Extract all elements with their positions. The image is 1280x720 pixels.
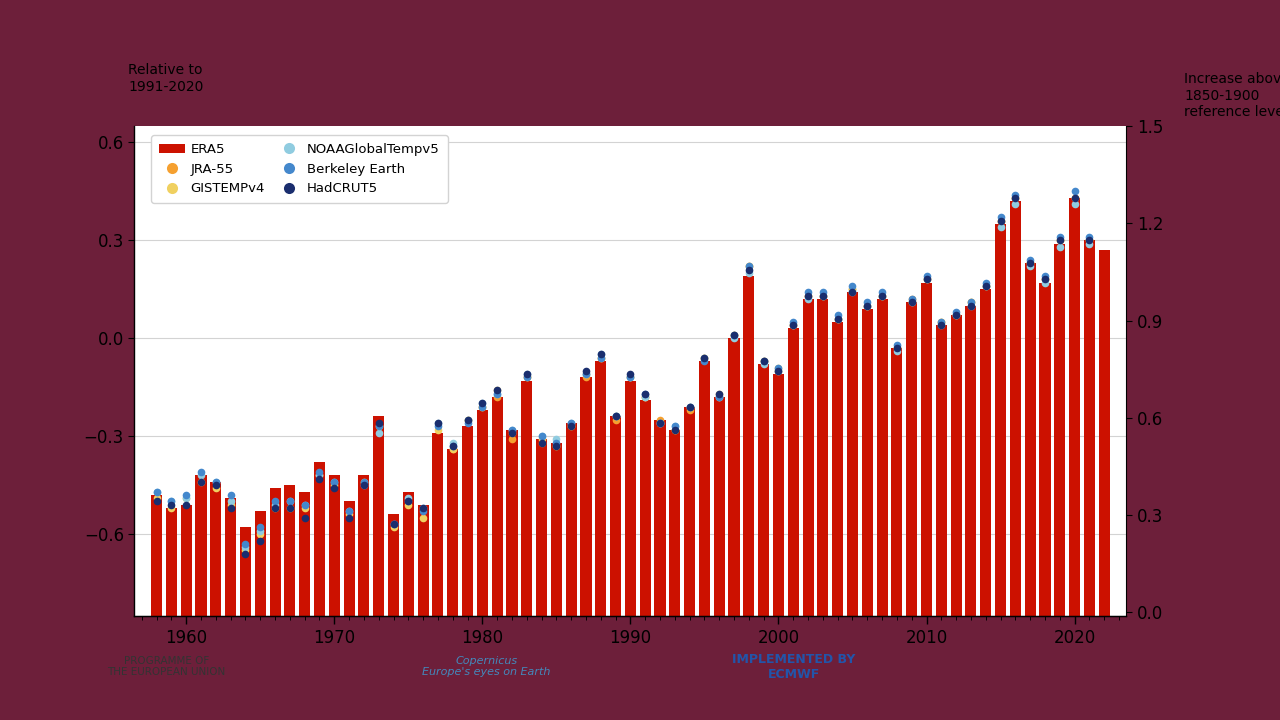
Bar [714,397,724,616]
Bar [625,381,636,616]
Bar [906,302,918,616]
Bar [550,443,562,616]
Bar [891,348,902,616]
Text: Climate
Change: Climate Change [1092,656,1135,678]
Bar [861,309,873,616]
Bar [1098,250,1110,616]
Bar [1055,243,1065,616]
Bar [343,501,355,616]
Text: Annual global-average surface temperature (°C): Annual global-average surface temperatur… [330,63,937,83]
Bar [476,410,488,616]
Text: Relative to
1991-2020: Relative to 1991-2020 [128,63,204,94]
Bar [877,299,887,616]
Bar [1010,201,1021,616]
Bar [388,514,399,616]
Bar [580,377,591,616]
Bar [1039,283,1051,616]
Bar [773,374,785,616]
Bar [433,433,443,616]
Bar [521,381,532,616]
Bar [329,475,339,616]
Bar [151,495,163,616]
Bar [417,505,429,616]
Bar [728,338,740,616]
Bar [699,361,710,616]
Bar [403,492,413,616]
Bar [595,361,607,616]
Bar [300,492,310,616]
Text: IMPLEMENTED BY
ECMWF: IMPLEMENTED BY ECMWF [732,652,855,680]
Bar [196,475,206,616]
Bar [654,420,666,616]
Bar [832,322,844,616]
Bar [640,400,650,616]
Bar [166,508,177,616]
Bar [507,430,517,616]
Bar [803,299,814,616]
Text: Increase above
1850-1900
reference level: Increase above 1850-1900 reference level [1184,73,1280,119]
Bar [358,475,370,616]
Bar [922,283,932,616]
Bar [758,364,769,616]
Bar [787,328,799,616]
Bar [492,397,503,616]
Bar [611,416,621,616]
Bar [951,315,961,616]
Bar [447,449,458,616]
Bar [566,423,577,616]
Bar [180,505,192,616]
Bar [1084,240,1094,616]
Bar [210,482,221,616]
Bar [1024,263,1036,616]
Legend: ERA5, JRA-55, GISTEMPv4, NOAAGlobalTempv5, Berkeley Earth, HadCRUT5: ERA5, JRA-55, GISTEMPv4, NOAAGlobalTempv… [151,135,448,203]
Bar [744,276,754,616]
Bar [255,511,266,616]
Bar [965,305,977,616]
Bar [684,407,695,616]
Bar [314,462,325,616]
Bar [536,439,547,616]
Bar [995,224,1006,616]
Text: PROGRAMME OF
THE EUROPEAN UNION: PROGRAMME OF THE EUROPEAN UNION [108,656,225,678]
Bar [462,426,474,616]
Bar [818,299,828,616]
Bar [1069,198,1080,616]
Bar [847,292,858,616]
Text: Copernicus
Europe's eyes on Earth: Copernicus Europe's eyes on Earth [422,656,550,678]
Bar [239,528,251,616]
Bar [980,289,991,616]
Bar [374,416,384,616]
Bar [284,485,296,616]
Bar [936,325,947,616]
Bar [669,430,681,616]
Bar [270,488,280,616]
Bar [225,498,237,616]
